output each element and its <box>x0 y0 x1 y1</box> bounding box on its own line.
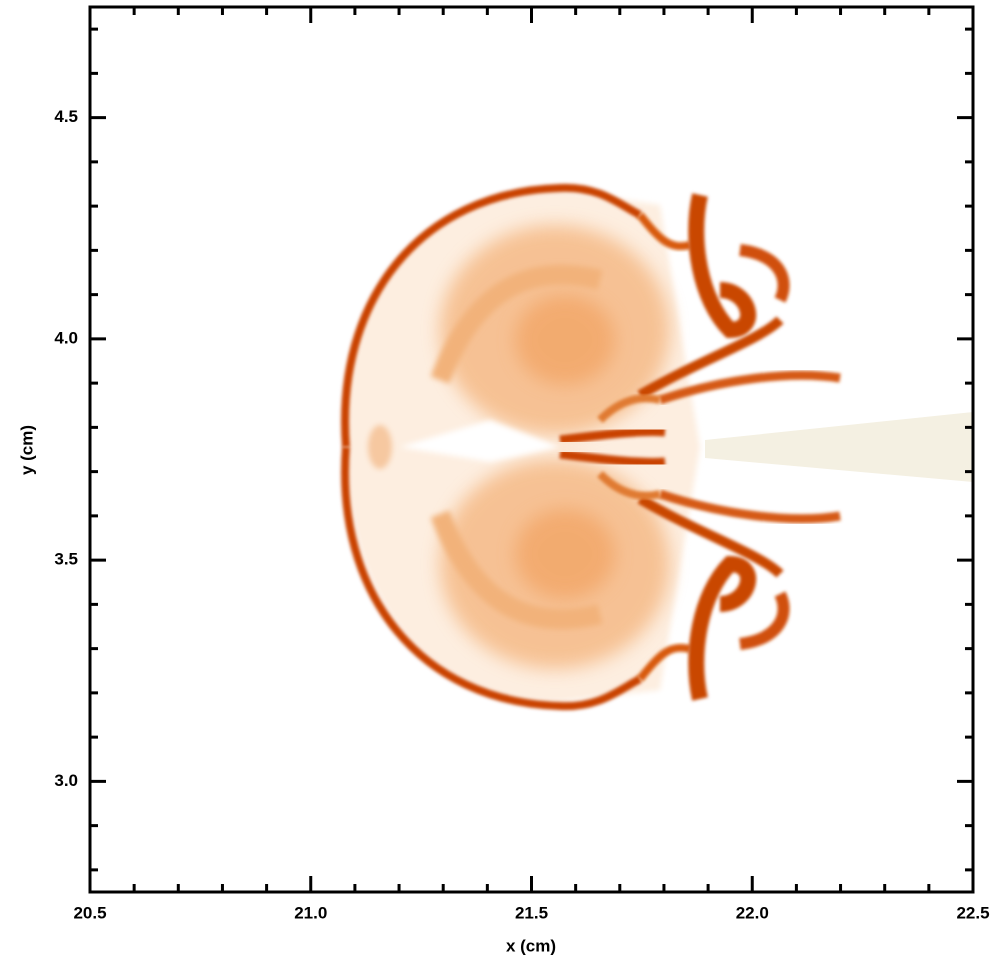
y-tick-label: 4.0 <box>54 328 78 347</box>
x-tick-label: 22.5 <box>956 903 989 922</box>
x-tick-label: 22.0 <box>736 903 769 922</box>
y-axis-label: y (cm) <box>17 425 36 475</box>
x-tick-label: 20.5 <box>73 903 106 922</box>
y-tick-label: 4.5 <box>54 107 78 126</box>
density-image <box>344 183 973 706</box>
y-tick-label: 3.0 <box>54 771 78 790</box>
y-tick-label: 3.5 <box>54 550 78 569</box>
x-tick-label: 21.0 <box>294 903 327 922</box>
x-axis-label: x (cm) <box>506 936 556 955</box>
x-tick-label: 21.5 <box>515 903 548 922</box>
